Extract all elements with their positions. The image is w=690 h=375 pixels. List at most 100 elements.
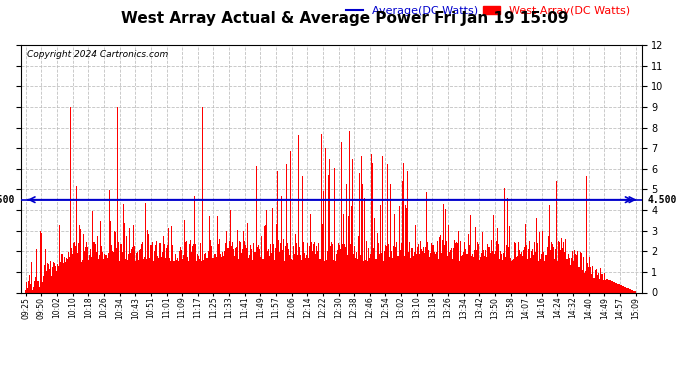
Bar xyxy=(371,154,373,292)
Bar xyxy=(157,258,159,292)
Bar xyxy=(268,256,270,292)
Bar xyxy=(311,242,313,292)
Bar xyxy=(502,260,503,292)
Bar xyxy=(88,261,90,292)
Bar xyxy=(41,282,43,292)
Bar xyxy=(183,255,184,292)
Bar xyxy=(63,263,64,292)
Bar xyxy=(133,225,135,292)
Bar xyxy=(165,258,166,292)
Bar xyxy=(575,254,576,292)
Bar xyxy=(503,254,504,292)
Bar xyxy=(334,168,335,292)
Bar xyxy=(466,254,467,292)
Bar xyxy=(470,215,471,292)
Bar xyxy=(83,234,84,292)
Bar xyxy=(356,252,357,292)
Bar xyxy=(277,171,278,292)
Bar xyxy=(486,257,487,292)
Bar xyxy=(390,184,391,292)
Bar xyxy=(140,249,141,292)
Bar xyxy=(176,260,177,292)
Bar xyxy=(590,267,591,292)
Bar xyxy=(216,257,217,292)
Bar xyxy=(399,206,400,292)
Bar xyxy=(566,258,567,292)
Bar xyxy=(235,248,236,292)
Bar xyxy=(170,261,171,292)
Bar xyxy=(244,241,245,292)
Bar xyxy=(125,258,126,292)
Bar xyxy=(533,255,534,292)
Bar xyxy=(459,261,460,292)
Bar xyxy=(516,257,517,292)
Bar xyxy=(435,252,437,292)
Bar xyxy=(513,260,514,292)
Bar xyxy=(224,251,225,292)
Bar xyxy=(208,216,210,292)
Bar xyxy=(172,245,173,292)
Bar xyxy=(300,255,301,292)
Bar xyxy=(584,273,585,292)
Bar xyxy=(365,261,366,292)
Bar xyxy=(572,251,573,292)
Bar xyxy=(78,243,79,292)
Bar xyxy=(426,192,427,292)
Bar xyxy=(97,259,99,292)
Bar xyxy=(609,280,610,292)
Bar xyxy=(237,230,238,292)
Bar xyxy=(238,258,239,292)
Bar xyxy=(322,192,324,292)
Bar xyxy=(31,262,32,292)
Bar xyxy=(442,240,443,292)
Bar xyxy=(199,259,200,292)
Bar xyxy=(633,291,634,292)
Bar xyxy=(163,236,164,292)
Bar xyxy=(197,254,198,292)
Bar xyxy=(304,253,305,292)
Bar xyxy=(348,216,349,292)
Bar xyxy=(251,249,253,292)
Bar xyxy=(349,131,350,292)
Bar xyxy=(282,250,283,292)
Bar xyxy=(178,261,179,292)
Bar xyxy=(553,259,555,292)
Bar xyxy=(166,248,167,292)
Bar xyxy=(624,286,625,292)
Bar xyxy=(395,247,396,292)
Bar xyxy=(59,225,60,292)
Bar xyxy=(493,254,495,292)
Bar xyxy=(412,248,413,292)
Bar xyxy=(201,261,202,292)
Bar xyxy=(535,252,536,292)
Bar xyxy=(606,279,607,292)
Bar xyxy=(425,247,426,292)
Bar xyxy=(139,251,140,292)
Bar xyxy=(111,245,112,292)
Bar xyxy=(628,288,629,292)
Bar xyxy=(615,283,617,292)
Bar xyxy=(526,244,527,292)
Bar xyxy=(353,254,354,292)
Bar xyxy=(439,237,440,292)
Bar xyxy=(580,252,581,292)
Bar xyxy=(310,214,311,292)
Bar xyxy=(416,255,417,292)
Bar xyxy=(626,288,627,292)
Bar xyxy=(231,246,232,292)
Bar xyxy=(212,258,213,292)
Bar xyxy=(127,260,128,292)
Bar xyxy=(35,277,37,292)
Bar xyxy=(159,243,161,292)
Bar xyxy=(228,248,229,292)
Bar xyxy=(67,259,68,292)
Bar xyxy=(241,253,242,292)
Bar xyxy=(504,188,505,292)
Bar xyxy=(363,261,364,292)
Bar xyxy=(501,254,502,292)
Bar xyxy=(559,242,560,292)
Bar xyxy=(225,243,226,292)
Bar xyxy=(563,243,564,292)
Bar xyxy=(613,282,615,292)
Bar xyxy=(451,248,452,292)
